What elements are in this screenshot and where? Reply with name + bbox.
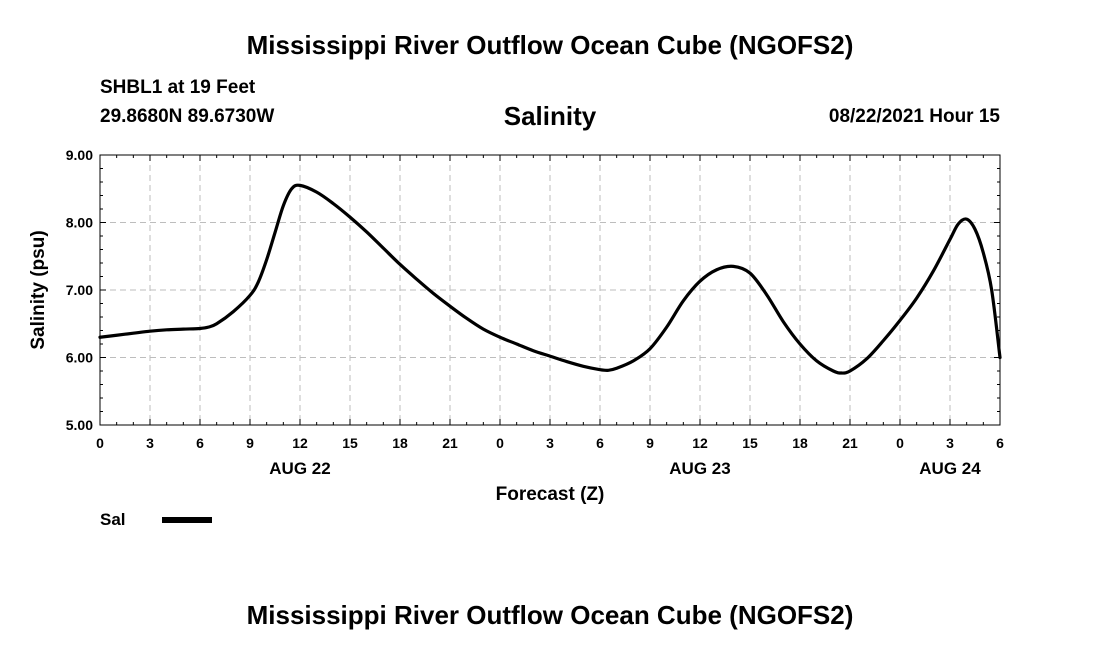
date-label: AUG 23 <box>669 459 730 478</box>
y-tick-label: 6.00 <box>66 350 93 366</box>
x-tick-label: 0 <box>896 435 904 451</box>
date-label: AUG 22 <box>269 459 330 478</box>
station-label: SHBL1 at 19 Feet <box>100 77 256 98</box>
x-tick-label: 3 <box>146 435 154 451</box>
x-tick-label: 0 <box>496 435 504 451</box>
series-line-sal <box>98 183 1002 375</box>
axis-ticks: 0 3 6 9 12 15 18 21 0 3 6 9 12 15 18 21 0 3 6 5.00 6.00 7.00 8… <box>66 147 1004 478</box>
x-tick-label: 6 <box>196 435 204 451</box>
x-tick-label: 18 <box>392 435 408 451</box>
station-coordinates: 29.8680N 89.6730W <box>100 106 275 127</box>
x-tick-label: 12 <box>292 435 308 451</box>
grid <box>100 155 1000 425</box>
x-tick-label: 21 <box>842 435 858 451</box>
x-tick-label: 6 <box>596 435 604 451</box>
x-tick-label: 9 <box>246 435 254 451</box>
variable-title: Salinity <box>503 101 597 131</box>
legend-swatch <box>162 517 212 523</box>
x-tick-label: 15 <box>342 435 358 451</box>
x-tick-label: 6 <box>996 435 1004 451</box>
footer-title: Mississippi River Outflow Ocean Cube (NG… <box>246 600 854 630</box>
legend-label: Sal <box>100 510 126 529</box>
y-tick-label: 5.00 <box>66 417 93 433</box>
x-tick-label: 3 <box>946 435 954 451</box>
y-tick-label: 8.00 <box>66 215 93 231</box>
date-label: AUG 24 <box>919 459 981 478</box>
chart-title: Mississippi River Outflow Ocean Cube (NG… <box>246 30 854 60</box>
y-tick-label: 7.00 <box>66 282 93 298</box>
forecast-datetime: 08/22/2021 Hour 15 <box>828 106 1000 127</box>
y-tick-label: 9.00 <box>66 147 93 163</box>
series-layer <box>98 183 1002 375</box>
x-tick-label: 9 <box>646 435 654 451</box>
x-tick-label: 15 <box>742 435 758 451</box>
x-tick-label: 21 <box>442 435 458 451</box>
x-tick-label: 0 <box>96 435 104 451</box>
x-tick-label: 12 <box>692 435 708 451</box>
x-axis-label: Forecast (Z) <box>496 484 605 505</box>
x-tick-label: 18 <box>792 435 808 451</box>
y-axis-label: Salinity (psu) <box>28 230 49 349</box>
x-tick-label: 3 <box>546 435 554 451</box>
